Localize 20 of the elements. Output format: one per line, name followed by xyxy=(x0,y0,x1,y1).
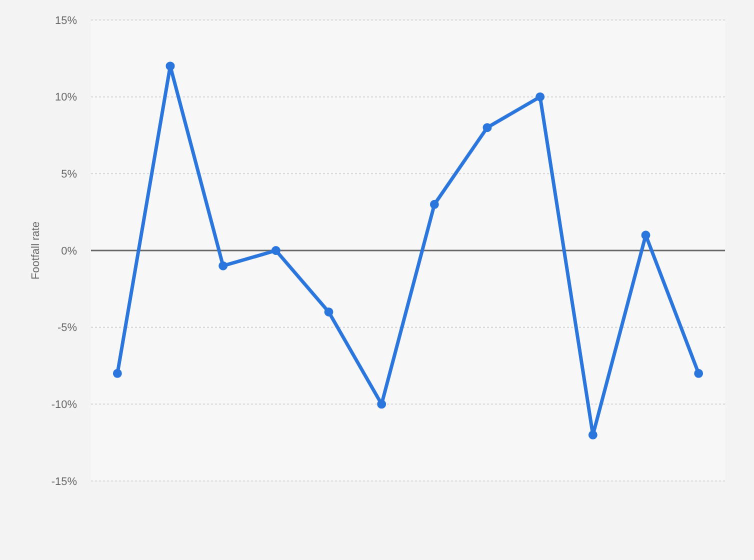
point xyxy=(271,246,280,255)
point xyxy=(536,92,545,102)
y-tick-label: 15% xyxy=(54,14,78,27)
point xyxy=(324,307,334,316)
y-tick-label: 0% xyxy=(61,245,78,258)
y-tick-label: -5% xyxy=(57,322,78,334)
point xyxy=(377,400,386,409)
y-tick-label: -15% xyxy=(51,476,78,488)
point xyxy=(430,200,439,209)
point xyxy=(641,230,650,240)
y-axis-title: Footfall rate xyxy=(30,221,42,280)
point xyxy=(112,368,122,378)
point xyxy=(218,261,228,270)
y-tick-label: -10% xyxy=(51,399,78,412)
point xyxy=(482,123,492,132)
point xyxy=(588,430,598,440)
point xyxy=(694,368,704,378)
y-tick-label: 10% xyxy=(54,92,78,104)
y-tick-label: 5% xyxy=(61,168,78,181)
point xyxy=(166,62,175,71)
